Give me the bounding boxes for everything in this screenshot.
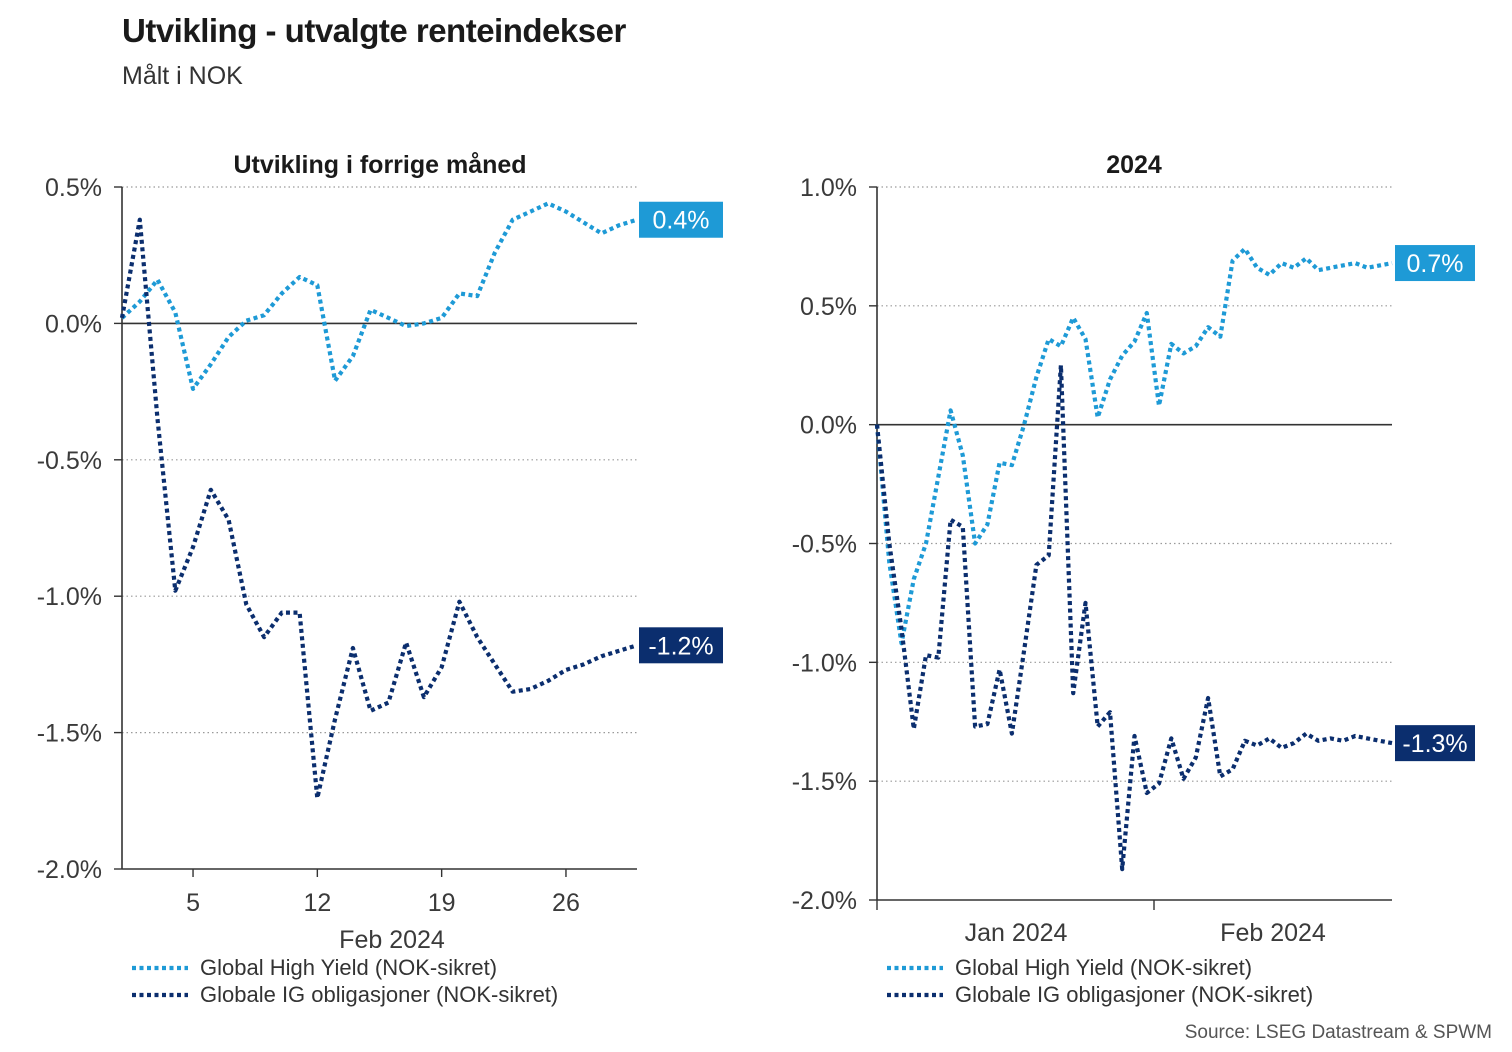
y-tick-label: -1.0%	[37, 583, 102, 611]
x-tick-label: 5	[186, 889, 200, 917]
page-subtitle: Målt i NOK	[122, 62, 243, 90]
end-label: 0.7%	[1407, 250, 1464, 278]
page-title: Utvikling - utvalgte renteindekser	[122, 12, 626, 49]
end-label: -1.3%	[1402, 730, 1467, 758]
y-tick-label: 0.0%	[45, 310, 102, 338]
x-tick-label: 19	[428, 889, 456, 917]
x-tick-label: Feb 2024	[1220, 919, 1326, 947]
chart-panel-monthly: Utvikling i forrige måned 0.5% 0.0% -0.5% -1…	[37, 151, 723, 1007]
x-tick-label: 26	[552, 889, 580, 917]
x-tick-label: 12	[303, 889, 331, 917]
y-tick-label: 0.0%	[800, 412, 857, 440]
chart-panel-ytd: 2024 1.0% 0.5% 0.0% -0.5% -1.0% -1.5% -2.0% Jan …	[792, 151, 1475, 1007]
legend-label: Global High Yield (NOK-sikret)	[955, 955, 1252, 980]
series-line-ig	[874, 363, 1393, 872]
legend-label: Global High Yield (NOK-sikret)	[200, 955, 497, 980]
y-tick-label: 0.5%	[45, 174, 102, 202]
y-tick-label: -1.5%	[37, 720, 102, 748]
y-tick-label: 1.0%	[800, 174, 857, 202]
x-tick-label: Jan 2024	[965, 919, 1068, 947]
y-tick-label: -0.5%	[37, 447, 102, 475]
end-label-box	[1395, 245, 1475, 282]
y-tick-label: -1.0%	[792, 649, 857, 677]
y-tick-label: -0.5%	[792, 531, 857, 559]
legend-label: Globale IG obligasjoner (NOK-sikret)	[200, 982, 558, 1007]
series-line-hy	[120, 201, 638, 391]
end-label: 0.4%	[653, 207, 710, 235]
end-label-box	[1395, 725, 1475, 762]
end-label-box	[639, 201, 723, 238]
series-line-ig	[119, 217, 638, 801]
series-line-hy	[874, 246, 1393, 646]
source-note: Source: LSEG Datastream & SPWM	[1184, 1022, 1492, 1043]
panel-title: 2024	[1106, 151, 1162, 179]
x-axis-label: Feb 2024	[339, 926, 445, 954]
legend-label: Globale IG obligasjoner (NOK-sikret)	[955, 982, 1313, 1007]
panel-title: Utvikling i forrige måned	[233, 151, 526, 179]
y-tick-label: -2.0%	[792, 887, 857, 915]
y-tick-label: 0.5%	[800, 293, 857, 321]
y-tick-label: -1.5%	[792, 768, 857, 796]
end-label-box	[639, 627, 723, 664]
y-tick-label: -2.0%	[37, 856, 102, 884]
end-label: -1.2%	[648, 632, 713, 660]
